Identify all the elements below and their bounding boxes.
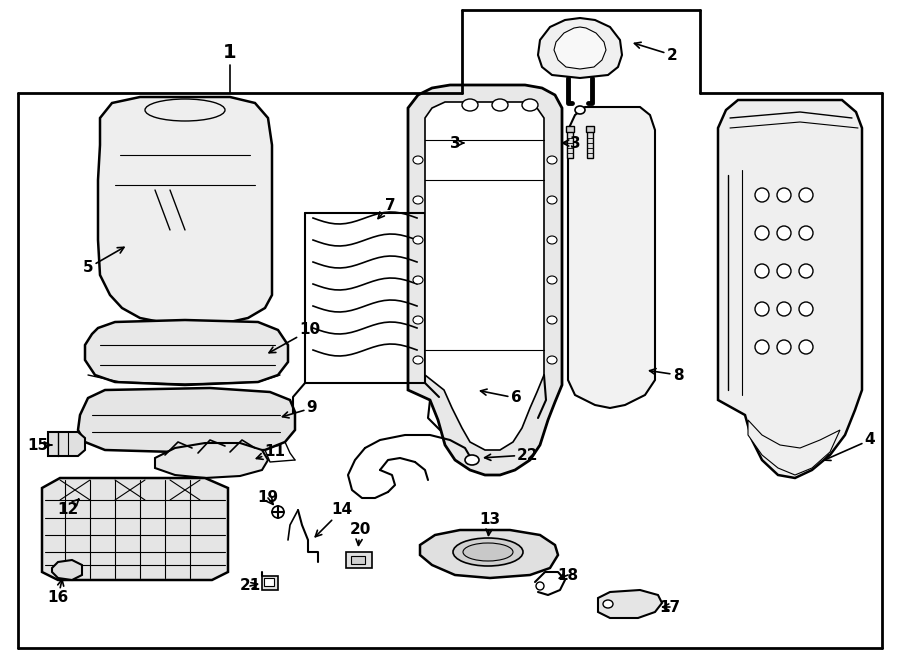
Bar <box>587 130 593 158</box>
Polygon shape <box>78 388 295 453</box>
Ellipse shape <box>465 455 479 465</box>
Polygon shape <box>568 107 655 408</box>
Text: 3: 3 <box>450 136 464 151</box>
Text: 21: 21 <box>239 578 261 594</box>
Text: 19: 19 <box>257 490 279 506</box>
Text: 17: 17 <box>660 600 680 615</box>
Ellipse shape <box>413 276 423 284</box>
Ellipse shape <box>272 506 284 518</box>
Text: 4: 4 <box>824 432 876 461</box>
Ellipse shape <box>603 600 613 608</box>
Ellipse shape <box>453 538 523 566</box>
Polygon shape <box>155 443 268 478</box>
Text: 6: 6 <box>481 389 521 405</box>
Text: 7: 7 <box>378 198 395 219</box>
Ellipse shape <box>799 340 813 354</box>
Ellipse shape <box>462 99 478 111</box>
Polygon shape <box>42 478 228 580</box>
Ellipse shape <box>575 106 585 114</box>
Ellipse shape <box>413 156 423 164</box>
Polygon shape <box>420 530 558 578</box>
Text: 12: 12 <box>58 499 79 518</box>
Polygon shape <box>48 432 85 456</box>
Polygon shape <box>554 27 606 69</box>
Text: 16: 16 <box>48 580 68 605</box>
Ellipse shape <box>547 316 557 324</box>
Ellipse shape <box>547 156 557 164</box>
Ellipse shape <box>492 99 508 111</box>
Text: 20: 20 <box>349 522 371 545</box>
Ellipse shape <box>547 356 557 364</box>
Ellipse shape <box>799 264 813 278</box>
Ellipse shape <box>463 543 513 561</box>
Ellipse shape <box>413 236 423 244</box>
Bar <box>346 552 372 568</box>
Polygon shape <box>748 420 840 475</box>
Ellipse shape <box>145 99 225 121</box>
Ellipse shape <box>413 356 423 364</box>
Ellipse shape <box>799 188 813 202</box>
Bar <box>567 130 573 158</box>
Ellipse shape <box>777 302 791 316</box>
Polygon shape <box>718 100 862 478</box>
Text: 2: 2 <box>634 42 678 63</box>
Text: 3: 3 <box>562 136 580 151</box>
Ellipse shape <box>522 99 538 111</box>
Ellipse shape <box>536 582 544 590</box>
Ellipse shape <box>547 196 557 204</box>
Ellipse shape <box>799 226 813 240</box>
Ellipse shape <box>799 302 813 316</box>
Text: 15: 15 <box>27 438 51 453</box>
Ellipse shape <box>755 226 769 240</box>
Polygon shape <box>85 320 288 385</box>
Text: 8: 8 <box>650 368 683 383</box>
Polygon shape <box>425 102 544 450</box>
Text: 5: 5 <box>83 247 124 276</box>
Ellipse shape <box>755 188 769 202</box>
Ellipse shape <box>777 188 791 202</box>
Text: 11: 11 <box>256 444 285 459</box>
Polygon shape <box>98 97 272 325</box>
Text: 14: 14 <box>315 502 353 537</box>
Text: 1: 1 <box>223 42 237 61</box>
Ellipse shape <box>777 340 791 354</box>
Text: 9: 9 <box>283 401 318 418</box>
Text: 13: 13 <box>480 512 500 535</box>
Ellipse shape <box>413 196 423 204</box>
Polygon shape <box>408 85 562 475</box>
Bar <box>566 126 574 132</box>
Ellipse shape <box>413 316 423 324</box>
Text: 18: 18 <box>557 568 579 582</box>
Ellipse shape <box>755 340 769 354</box>
Text: 10: 10 <box>269 323 320 353</box>
Polygon shape <box>538 18 622 78</box>
Ellipse shape <box>547 236 557 244</box>
Text: 22: 22 <box>484 447 539 463</box>
Ellipse shape <box>755 302 769 316</box>
Ellipse shape <box>777 226 791 240</box>
Bar <box>262 576 278 590</box>
Polygon shape <box>598 590 662 618</box>
Bar <box>264 578 274 586</box>
Ellipse shape <box>755 264 769 278</box>
Bar <box>351 556 365 564</box>
Bar <box>586 126 594 132</box>
Ellipse shape <box>777 264 791 278</box>
Ellipse shape <box>547 276 557 284</box>
Polygon shape <box>52 560 82 580</box>
